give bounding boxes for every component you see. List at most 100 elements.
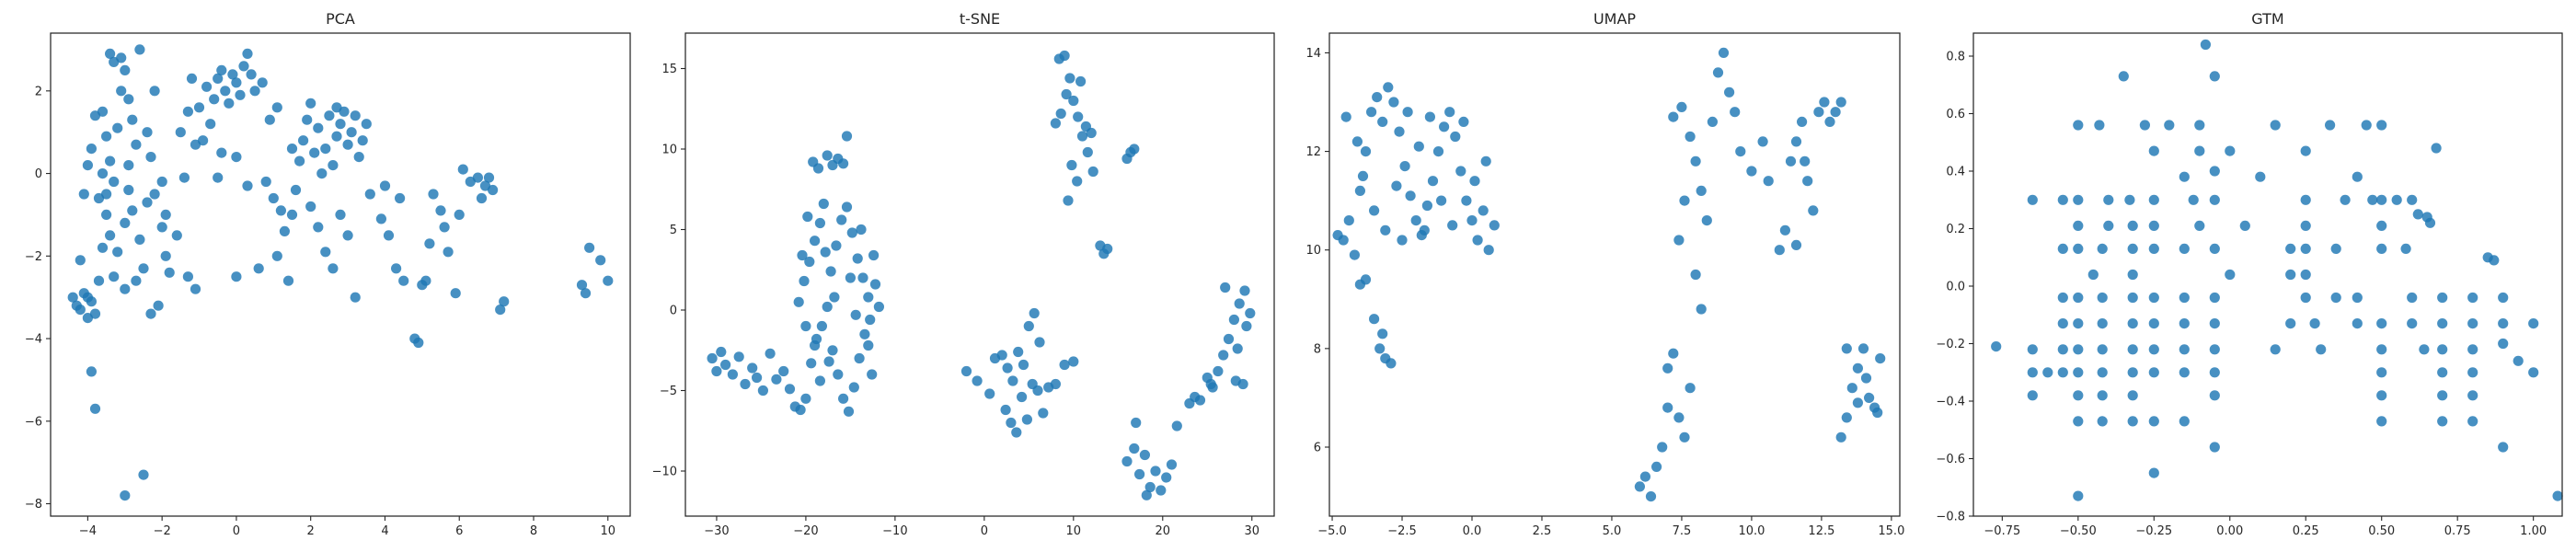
- scatter-point: [778, 365, 789, 377]
- axes-frame: [50, 32, 631, 517]
- scatter-point: [1171, 420, 1182, 431]
- scatter-point: [227, 69, 238, 80]
- scatter-point: [711, 365, 722, 377]
- scatter-point: [82, 160, 93, 171]
- scatter-point: [841, 131, 853, 142]
- scatter-point: [2209, 442, 2220, 453]
- scatter-point: [1808, 205, 1819, 216]
- scatter-point: [2376, 344, 2387, 355]
- y-tick-label: −6: [25, 415, 42, 429]
- scatter-point: [309, 147, 320, 158]
- scatter-point: [2027, 390, 2038, 401]
- scatter-point: [1131, 417, 1142, 429]
- scatter-point: [584, 242, 595, 253]
- scatter-point: [1458, 116, 1469, 127]
- scatter-point: [2097, 390, 2108, 401]
- scatter-point: [127, 205, 138, 216]
- scatter-point: [838, 158, 849, 169]
- scatter-point: [1690, 155, 1701, 167]
- scatter-point: [89, 308, 101, 319]
- scatter-point: [2391, 194, 2402, 205]
- scatter-point: [2467, 367, 2478, 378]
- scatter-point: [1360, 146, 1372, 157]
- scatter-point: [2528, 318, 2539, 329]
- scatter-point: [1075, 75, 1087, 87]
- x-tick-label: 6: [455, 524, 463, 538]
- y-tick-label: 8: [1314, 342, 1321, 356]
- scatter-point: [186, 73, 198, 84]
- scatter-point: [2057, 344, 2068, 355]
- scatter-point: [2179, 318, 2190, 329]
- scatter-point: [2325, 120, 2336, 131]
- scatter-point: [797, 249, 808, 261]
- scatter-point: [747, 362, 758, 374]
- x-tick-label: 1.00: [2520, 524, 2547, 538]
- scatter-point: [1690, 269, 1701, 281]
- scatter-point: [2148, 292, 2159, 304]
- scatter-point: [443, 247, 454, 258]
- scatter-point: [2467, 318, 2478, 329]
- scatter-point: [1129, 443, 1140, 454]
- scatter-point: [138, 469, 149, 480]
- scatter-point: [2437, 416, 2448, 427]
- scatter-point: [1835, 97, 1846, 108]
- scatter-point: [1779, 224, 1790, 236]
- x-tick-label: −30: [704, 524, 729, 538]
- scatter-point: [2057, 367, 2068, 378]
- scatter-point: [2188, 194, 2199, 205]
- scatter-point: [1730, 107, 1741, 118]
- scatter-point: [1055, 108, 1066, 120]
- scatter-point: [264, 114, 275, 125]
- scatter-point: [1063, 195, 1074, 206]
- x-tick-label: −2.5: [1387, 524, 1417, 538]
- scatter-point: [454, 209, 465, 220]
- scatter-point: [2194, 220, 2205, 231]
- scatter-point: [242, 180, 253, 191]
- scatter-point: [1679, 431, 1690, 443]
- scatter-point: [112, 122, 123, 133]
- scatter-point: [2179, 367, 2190, 378]
- scatter-point: [279, 225, 290, 236]
- scatter-point: [2239, 220, 2250, 231]
- scatter-point: [1141, 489, 1152, 500]
- scatter-point: [109, 271, 120, 282]
- scatter-point: [1161, 472, 1172, 483]
- scatter-point: [2316, 344, 2327, 355]
- scatter-point: [2209, 344, 2220, 355]
- scatter-point: [1790, 136, 1802, 147]
- scatter-point: [120, 217, 131, 228]
- scatter-point: [1139, 449, 1150, 461]
- scatter-point: [2437, 318, 2448, 329]
- scatter-point: [242, 48, 253, 59]
- scatter-point: [149, 189, 160, 200]
- scatter-point: [2225, 145, 2236, 156]
- scatter-point: [814, 217, 826, 229]
- scatter-point: [2437, 390, 2448, 401]
- scatter-point: [1757, 136, 1768, 147]
- scatter-point: [1354, 185, 1365, 196]
- scatter-point: [2127, 344, 2138, 355]
- scatter-point: [1072, 176, 1083, 187]
- scatter-point: [120, 283, 131, 294]
- scatter-point: [1061, 88, 1072, 100]
- scatter-point: [1469, 176, 1480, 187]
- scatter-point: [1340, 111, 1351, 122]
- scatter-point: [1685, 131, 1696, 143]
- scatter-point: [131, 139, 142, 150]
- x-tick-label: −10: [882, 524, 907, 538]
- scatter-point: [134, 44, 145, 55]
- scatter-point: [831, 240, 842, 251]
- scatter-point: [1391, 180, 1402, 191]
- scatter-point: [1875, 353, 1886, 364]
- scatter-point: [383, 230, 395, 241]
- scatter-point: [1397, 235, 1408, 246]
- scatter-point: [1846, 383, 1857, 394]
- scatter-point: [2097, 367, 2108, 378]
- scatter-point: [716, 346, 727, 358]
- scatter-point: [2073, 194, 2084, 205]
- scatter-point: [2467, 292, 2478, 304]
- scatter-point: [1239, 285, 1250, 296]
- scatter-point: [2437, 367, 2448, 378]
- scatter-point: [2513, 355, 2524, 366]
- scatter-point: [856, 224, 867, 236]
